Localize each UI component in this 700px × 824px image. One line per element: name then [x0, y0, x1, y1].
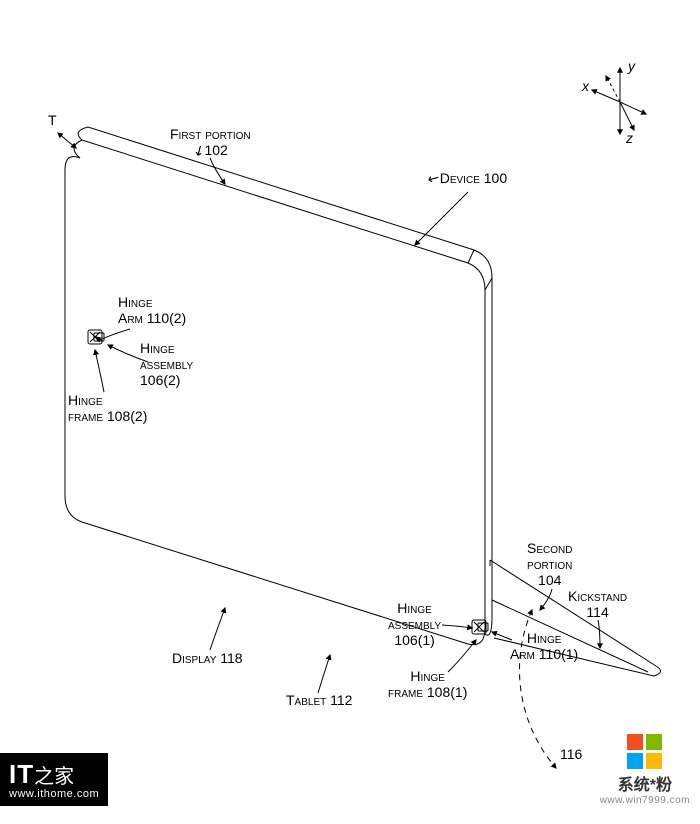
- axis-x: x: [582, 78, 589, 94]
- label-display: Display 118: [172, 650, 243, 666]
- label-hinge-frame-1: Hingeframe 108(1): [388, 668, 467, 700]
- label-hinge-assy-2: Hinge assembly 106(2): [140, 340, 193, 388]
- hinge-1-glyph: [472, 620, 488, 634]
- axis-z: z: [626, 130, 633, 146]
- label-first-portion: First portion ↙102: [170, 126, 251, 158]
- label-angle: 116: [560, 746, 582, 762]
- label-kickstand: Kickstand114: [568, 588, 627, 620]
- label-hinge-arm-2: HingeArm 110(2): [118, 294, 186, 326]
- watermark-ithome: IT之家 www.ithome.com: [0, 753, 108, 806]
- label-hinge-assy-1: Hinge assembly 106(1): [388, 600, 441, 648]
- axis-compass: [592, 68, 646, 134]
- watermark-win7999: 系统*粉 www.win7999.com: [600, 734, 690, 806]
- label-hinge-frame-2: Hingeframe 108(2): [68, 392, 147, 424]
- thickness-marker: [58, 133, 76, 148]
- microsoft-logo-icon: [627, 734, 662, 769]
- label-t: T: [48, 112, 57, 128]
- label-hinge-arm-1: HingeArm 110(1): [510, 630, 578, 662]
- label-device: ↙Device 100: [428, 170, 507, 186]
- label-second-portion: Second portion 104: [527, 540, 572, 588]
- axis-y: y: [628, 58, 635, 74]
- label-tablet: Tablet 112: [286, 692, 352, 708]
